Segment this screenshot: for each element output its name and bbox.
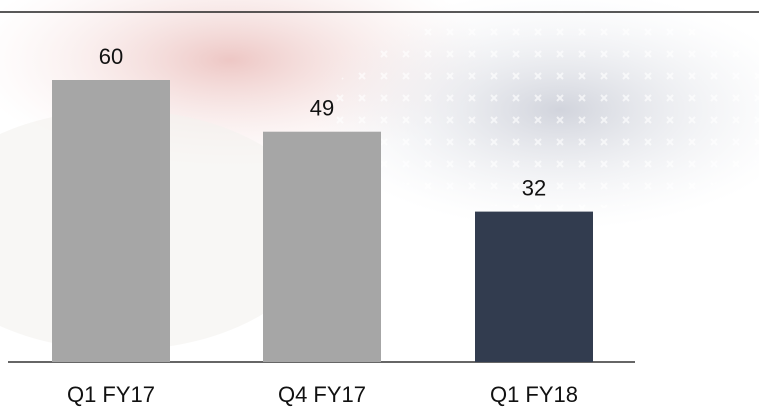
bar [263, 132, 381, 362]
x-tick-label: Q1 FY17 [67, 382, 155, 407]
value-label: 49 [310, 96, 334, 121]
bar [52, 80, 170, 362]
value-label: 32 [522, 175, 546, 200]
bar [475, 212, 593, 362]
x-tick-label: Q4 FY17 [278, 382, 366, 407]
x-tick-label: Q1 FY18 [490, 382, 578, 407]
chart: 60 Q1 FY17 49 Q4 FY17 32 Q1 FY18 [0, 0, 759, 416]
value-label: 60 [99, 44, 123, 69]
